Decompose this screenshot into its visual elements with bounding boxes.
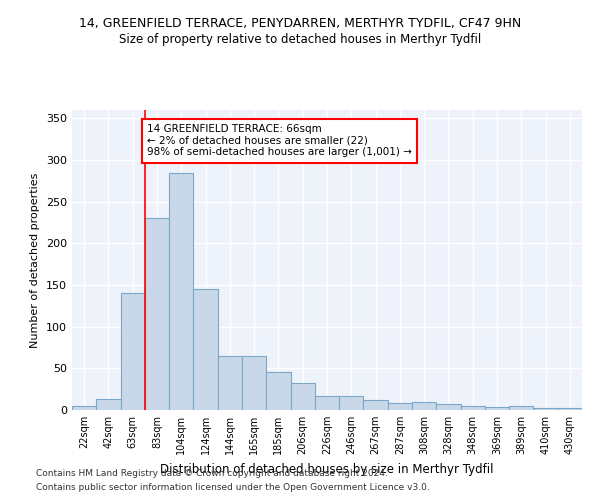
Bar [339, 396, 364, 410]
Bar [533, 408, 558, 410]
Bar [461, 406, 485, 410]
Text: 14 GREENFIELD TERRACE: 66sqm
← 2% of detached houses are smaller (22)
98% of sem: 14 GREENFIELD TERRACE: 66sqm ← 2% of det… [147, 124, 412, 158]
Bar [558, 408, 582, 410]
Bar [72, 406, 96, 410]
Bar [169, 172, 193, 410]
Bar [436, 404, 461, 410]
Text: Size of property relative to detached houses in Merthyr Tydfil: Size of property relative to detached ho… [119, 32, 481, 46]
Text: 14, GREENFIELD TERRACE, PENYDARREN, MERTHYR TYDFIL, CF47 9HN: 14, GREENFIELD TERRACE, PENYDARREN, MERT… [79, 18, 521, 30]
Bar [145, 218, 169, 410]
Bar [509, 406, 533, 410]
Bar [364, 400, 388, 410]
Bar [193, 289, 218, 410]
Bar [96, 399, 121, 410]
Y-axis label: Number of detached properties: Number of detached properties [31, 172, 40, 348]
Bar [121, 294, 145, 410]
Bar [242, 356, 266, 410]
Text: Contains public sector information licensed under the Open Government Licence v3: Contains public sector information licen… [36, 484, 430, 492]
Bar [290, 382, 315, 410]
Bar [218, 356, 242, 410]
Bar [388, 402, 412, 410]
Bar [315, 396, 339, 410]
Text: Contains HM Land Registry data © Crown copyright and database right 2024.: Contains HM Land Registry data © Crown c… [36, 468, 388, 477]
Bar [266, 372, 290, 410]
Bar [485, 406, 509, 410]
Bar [412, 402, 436, 410]
X-axis label: Distribution of detached houses by size in Merthyr Tydfil: Distribution of detached houses by size … [160, 462, 494, 475]
